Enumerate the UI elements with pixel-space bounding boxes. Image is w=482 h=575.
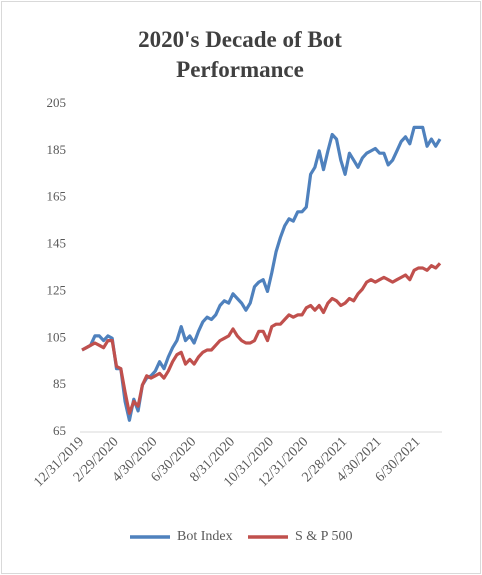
y-tick-label: 185	[47, 142, 67, 157]
y-tick-label: 165	[47, 189, 67, 204]
legend-label: S & P 500	[295, 529, 352, 544]
legend-label: Bot Index	[177, 529, 233, 544]
y-tick-label: 85	[53, 376, 66, 391]
chart-title: 2020's Decade of Bot Performance	[138, 27, 342, 82]
y-tick-label: 145	[47, 236, 67, 251]
y-tick-label: 65	[53, 423, 66, 438]
y-tick-label: 105	[47, 329, 67, 344]
series-line	[81, 262, 442, 415]
y-tick-label: 125	[47, 282, 67, 297]
y-tick-label: 205	[47, 95, 67, 110]
